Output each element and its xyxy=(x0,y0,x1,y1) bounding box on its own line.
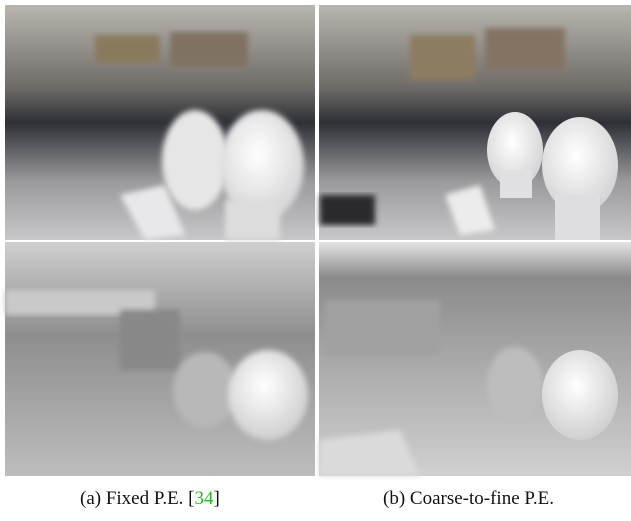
rgb-fixed xyxy=(5,5,315,240)
depth-fixed xyxy=(5,242,315,476)
depth-coarse-to-fine xyxy=(319,242,631,476)
caption: (a) Fixed P.E. [34] xyxy=(80,488,220,510)
caption: (b) Coarse-to-fine P.E. xyxy=(383,488,554,510)
caption-text: ] xyxy=(214,488,220,509)
rgb-coarse-to-fine xyxy=(319,5,631,240)
citation-link[interactable]: 34 xyxy=(195,488,214,509)
page: (a) Fixed P.E. [34] (b) Coarse-to-fine P… xyxy=(0,0,631,521)
caption-text: (b) Coarse-to-fine P.E. xyxy=(383,488,554,509)
caption-text: (a) Fixed P.E. [ xyxy=(80,488,195,509)
figure-images xyxy=(0,0,631,480)
